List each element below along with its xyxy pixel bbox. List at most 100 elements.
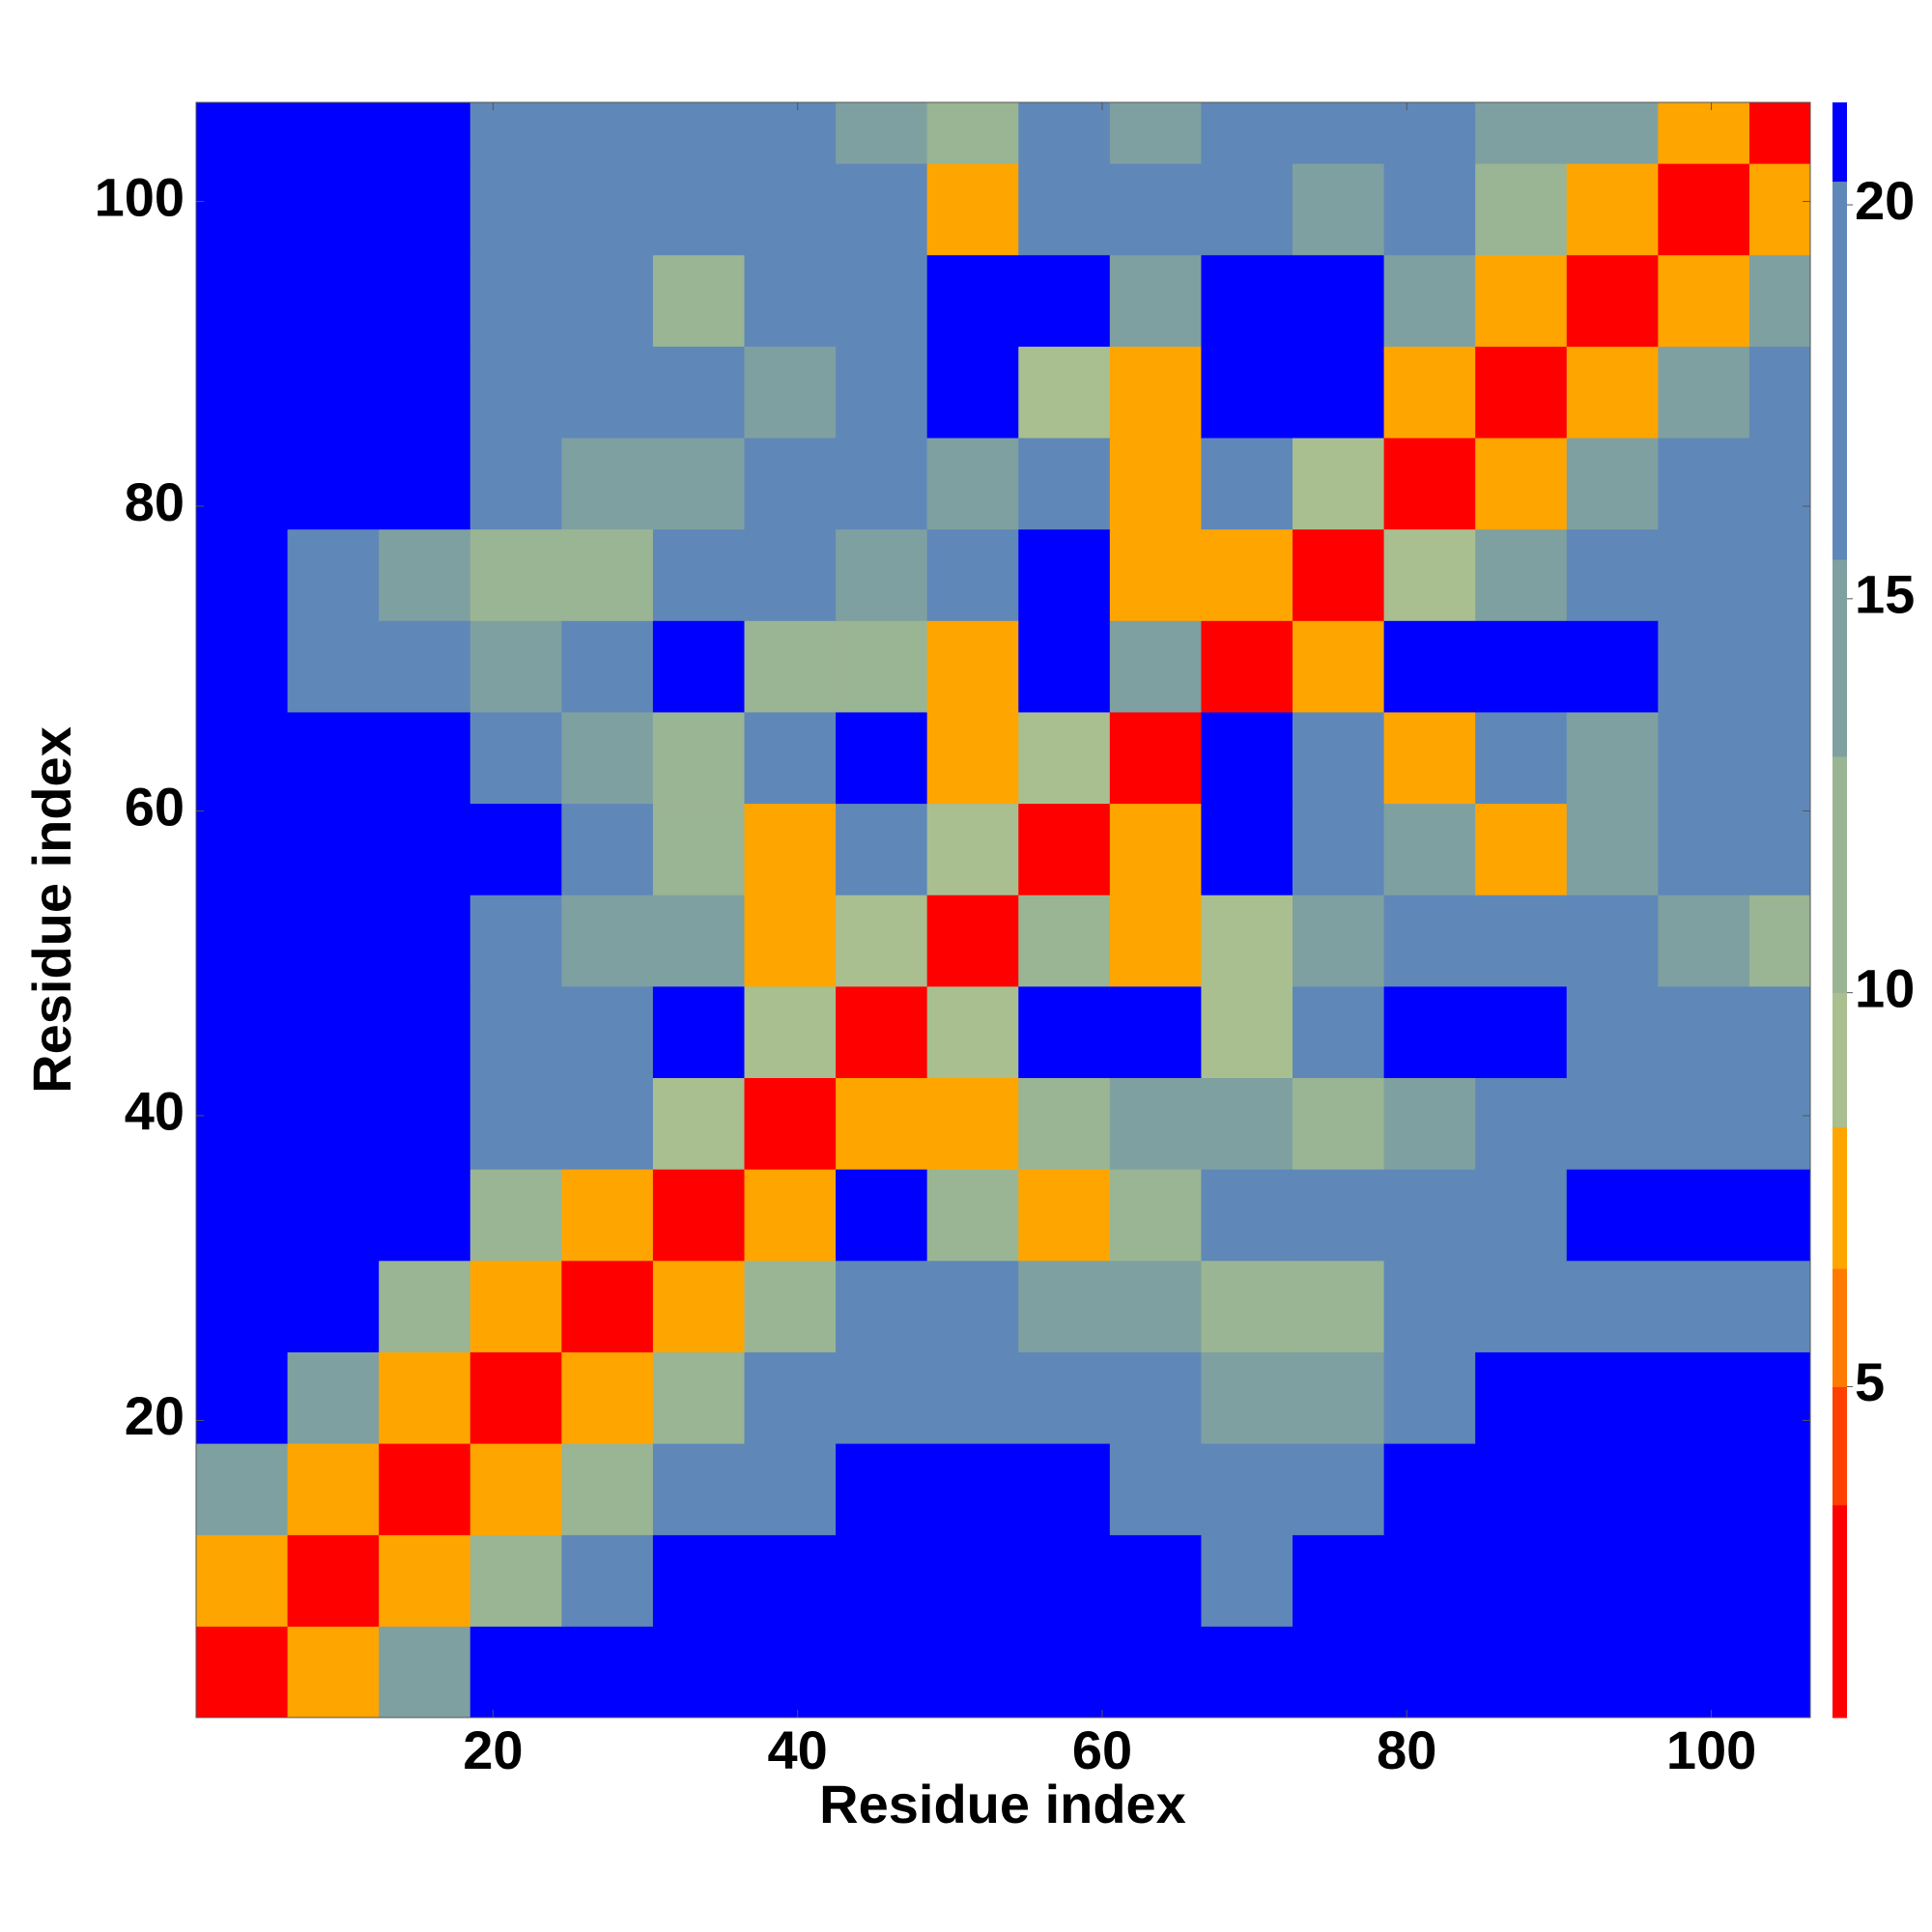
heatmap-cell — [1109, 528, 1202, 621]
heatmap-cell — [1018, 1169, 1111, 1262]
heatmap-cell — [1566, 102, 1659, 164]
heatmap-cell — [1293, 985, 1385, 1079]
heatmap-cell — [1383, 895, 1476, 987]
heatmap-cell — [1475, 1626, 1568, 1719]
heatmap-cell — [1018, 528, 1111, 621]
y-axis-label: Residue index — [21, 726, 82, 1094]
heatmap-cell — [836, 620, 928, 713]
heatmap-cell — [1383, 1169, 1476, 1262]
heatmap-cell — [561, 1077, 654, 1170]
heatmap-cell — [287, 620, 380, 713]
heatmap-cell — [1475, 711, 1568, 805]
heatmap-cell — [652, 711, 746, 805]
heatmap-cell — [1293, 1077, 1385, 1170]
heatmap-cell — [1383, 102, 1476, 164]
heatmap-cell — [744, 346, 837, 439]
heatmap-cell — [1566, 711, 1659, 805]
heatmap-cell — [1383, 1626, 1476, 1719]
heatmap-cell — [744, 1626, 837, 1719]
heatmap-cell — [1748, 1626, 1811, 1719]
y-tick-label: 40 — [125, 1081, 185, 1142]
heatmap-cell — [287, 1534, 380, 1627]
heatmap-cell — [469, 985, 562, 1079]
heatmap-cell — [379, 528, 471, 621]
heatmap-cell — [744, 528, 837, 621]
heatmap-cell — [1475, 1443, 1568, 1536]
heatmap-cell — [836, 254, 928, 347]
heatmap-cell — [379, 711, 471, 805]
y-tick-label: 100 — [95, 166, 185, 227]
heatmap-cell — [1475, 1351, 1568, 1444]
heatmap-cell — [652, 985, 746, 1079]
heatmap-cell — [1566, 620, 1659, 713]
heatmap-cell — [652, 346, 746, 439]
heatmap-cell — [561, 711, 654, 805]
heatmap-cell — [926, 620, 1019, 713]
heatmap-cell — [1383, 1351, 1476, 1444]
heatmap-cell — [469, 895, 562, 987]
heatmap-cell — [287, 254, 380, 347]
heatmap-cell — [196, 528, 289, 621]
heatmap-cell — [1201, 895, 1293, 987]
heatmap-cell — [469, 438, 562, 530]
heatmap-cell — [1475, 346, 1568, 439]
heatmap-cell — [561, 1169, 654, 1262]
heatmap-cell — [561, 1534, 654, 1627]
heatmap-cell — [287, 1260, 380, 1352]
x-tick-label: 80 — [1377, 1719, 1436, 1780]
heatmap-cell — [1658, 985, 1750, 1079]
heatmap-cell — [1566, 438, 1659, 530]
heatmap-cell — [1566, 1351, 1659, 1444]
heatmap-cell — [1475, 803, 1568, 895]
heatmap-cell — [379, 346, 471, 439]
heatmap-cell — [1109, 1626, 1202, 1719]
heatmap-cell — [652, 1534, 746, 1627]
heatmap-cell — [1748, 254, 1811, 347]
heatmap-cell — [561, 803, 654, 895]
heatmap-cell — [836, 163, 928, 256]
y-tick-label: 60 — [125, 776, 185, 837]
heatmap-cell — [561, 254, 654, 347]
heatmap-cell — [1109, 620, 1202, 713]
heatmap-cell — [652, 1351, 746, 1444]
heatmap-cell — [1748, 1260, 1811, 1352]
heatmap-cell — [1109, 1443, 1202, 1536]
colorbar-band — [1833, 992, 1847, 1127]
heatmap-cell — [652, 620, 746, 713]
heatmap-cell — [561, 985, 654, 1079]
heatmap-cell — [196, 1351, 289, 1444]
colorbar-band — [1833, 1126, 1847, 1269]
heatmap-cell — [1748, 163, 1811, 256]
heatmap-cell — [561, 102, 654, 164]
heatmap-cell — [1383, 528, 1476, 621]
heatmap-cell — [379, 895, 471, 987]
colorbar-band — [1833, 1268, 1847, 1387]
heatmap-cell — [1566, 1169, 1659, 1262]
heatmap-cell — [1748, 620, 1811, 713]
y-tick-label: 80 — [125, 471, 185, 532]
heatmap-cell — [1748, 985, 1811, 1079]
colorbar-tick-label: 5 — [1855, 1351, 1885, 1412]
heatmap-cell — [469, 163, 562, 256]
heatmap-cell — [196, 1169, 289, 1262]
heatmap-cell — [836, 438, 928, 530]
heatmap-cell — [652, 1443, 746, 1536]
heatmap-cell — [561, 163, 654, 256]
heatmap-cell — [836, 1626, 928, 1719]
heatmap-cell — [1658, 1077, 1750, 1170]
heatmap-cell — [1748, 1534, 1811, 1627]
heatmap-cell — [287, 163, 380, 256]
heatmap-cell — [1201, 1351, 1293, 1444]
heatmap-cell — [836, 803, 928, 895]
heatmap-cell — [926, 895, 1019, 987]
heatmap-cell — [196, 1443, 289, 1536]
heatmap-cell — [379, 102, 471, 164]
heatmap-cell — [744, 620, 837, 713]
heatmap-cell — [1566, 254, 1659, 347]
heatmap-cell — [1201, 803, 1293, 895]
heatmap-cell — [926, 1077, 1019, 1170]
heatmap-cell — [1475, 254, 1568, 347]
heatmap-cell — [379, 620, 471, 713]
heatmap-cell — [1018, 1077, 1111, 1170]
heatmap-cell — [926, 1260, 1019, 1352]
